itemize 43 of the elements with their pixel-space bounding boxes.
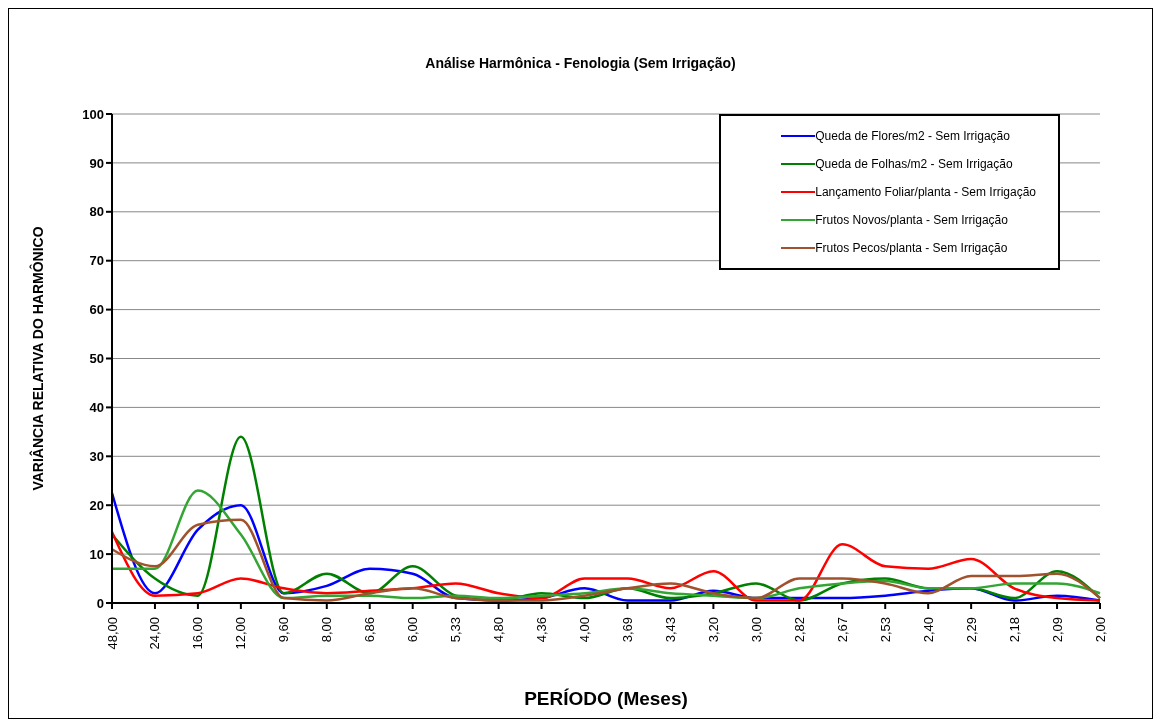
x-tick-label: 8,00 [319, 617, 335, 643]
y-tick-label: 0 [96, 595, 104, 611]
x-tick-label: 4,36 [534, 617, 550, 643]
x-tick-label: 4,00 [577, 617, 593, 643]
legend-label: Queda de Folhas/m2 - Sem Irrigação [815, 157, 1013, 171]
x-tick-label: 4,80 [491, 617, 507, 643]
y-tick-label: 10 [89, 546, 104, 562]
x-axis-title: PERÍODO (Meses) [524, 688, 688, 709]
x-tick-label: 2,00 [1092, 617, 1108, 643]
legend-label: Frutos Pecos/planta - Sem Irrigação [815, 241, 1008, 255]
y-tick-label: 90 [89, 155, 104, 171]
x-tick-label: 16,00 [190, 617, 206, 650]
y-tick-label: 60 [89, 302, 104, 318]
y-tick-label: 70 [89, 253, 104, 269]
x-tick-label: 9,60 [276, 617, 292, 643]
y-tick-label: 80 [89, 204, 104, 220]
x-tick-label: 2,09 [1049, 617, 1065, 643]
x-tick-label: 2,40 [920, 617, 936, 643]
x-tick-label: 48,00 [104, 617, 120, 650]
legend-label: Queda de Flores/m2 - Sem Irrigação [815, 129, 1010, 143]
x-tick-label: 2,82 [791, 617, 807, 643]
x-tick-label: 6,86 [362, 617, 378, 643]
x-tick-label: 2,18 [1006, 617, 1022, 643]
x-tick-label: 2,29 [963, 617, 979, 643]
legend-label: Frutos Novos/planta - Sem Irrigação [815, 213, 1008, 227]
legend-label: Lançamento Foliar/planta - Sem Irrigação [815, 185, 1036, 199]
y-tick-label: 20 [89, 497, 104, 513]
y-tick-label: 50 [89, 351, 104, 367]
y-tick-label: 100 [82, 106, 104, 122]
chart-title: Análise Harmônica - Fenologia (Sem Irrigação) [424, 55, 737, 71]
x-tick-label: 12,00 [233, 617, 249, 650]
y-tick-label: 30 [89, 448, 104, 464]
x-tick-label: 5,33 [448, 617, 464, 643]
y-tick-label: 40 [89, 400, 104, 416]
x-tick-label: 3,00 [748, 617, 764, 643]
x-tick-label: 3,43 [662, 617, 678, 643]
x-tick-label: 24,00 [147, 617, 163, 650]
y-axis-title: VARIÂNCIA RELATIVA DO HARMÔNICO [28, 226, 46, 491]
x-tick-label: 2,53 [877, 617, 893, 643]
x-tick-label: 3,69 [619, 617, 635, 643]
x-tick-label: 3,20 [705, 617, 721, 643]
x-tick-label: 2,67 [834, 617, 850, 643]
x-tick-label: 6,00 [405, 617, 421, 643]
